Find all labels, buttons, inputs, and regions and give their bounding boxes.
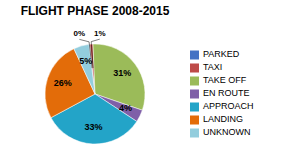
legend-swatch: [190, 129, 199, 138]
legend-item: LANDING: [190, 114, 243, 124]
legend-label: PARKED: [203, 49, 240, 59]
legend-item: UNKNOWN: [190, 127, 251, 137]
data-label: 33%: [85, 122, 103, 132]
data-label: 26%: [54, 78, 72, 88]
data-label: 1%: [94, 29, 106, 38]
legend-swatch: [190, 116, 199, 125]
data-label: 31%: [113, 68, 131, 78]
data-label: 0%: [74, 29, 86, 38]
data-labels: 0% 1% 31% 4% 33% 26% 5%: [54, 29, 132, 132]
legend-label: EN ROUTE: [203, 88, 250, 98]
legend-label: APPROACH: [203, 101, 254, 111]
pie: [45, 44, 145, 144]
legend-item: EN ROUTE: [190, 88, 250, 98]
legend-swatch: [190, 64, 199, 73]
legend-item: TAKE OFF: [190, 75, 247, 85]
legend-label: LANDING: [203, 114, 243, 124]
legend-swatch: [190, 51, 199, 60]
slice: [45, 49, 95, 118]
legend-item: PARKED: [190, 49, 240, 59]
legend-label: TAXI: [203, 62, 222, 72]
legend-swatch: [190, 90, 199, 99]
legend-label: TAKE OFF: [203, 75, 247, 85]
legend-label: UNKNOWN: [203, 127, 251, 137]
data-label: 5%: [79, 56, 92, 66]
legend-item: APPROACH: [190, 101, 254, 111]
legend: PARKED TAXI TAKE OFF EN ROUTE APPROACH LANDIN…: [190, 49, 254, 137]
legend-swatch: [190, 103, 199, 112]
chart: FLIGHT PHASE 2008-2015 0% 1% 31% 4% 33% 26% 5% P…: [0, 0, 300, 161]
data-label: 4%: [119, 103, 132, 113]
leader-line: [79, 39, 92, 68]
title: FLIGHT PHASE 2008-2015: [21, 4, 170, 18]
legend-swatch: [190, 77, 199, 86]
legend-item: TAXI: [190, 62, 222, 72]
leader-line: [91, 39, 100, 68]
